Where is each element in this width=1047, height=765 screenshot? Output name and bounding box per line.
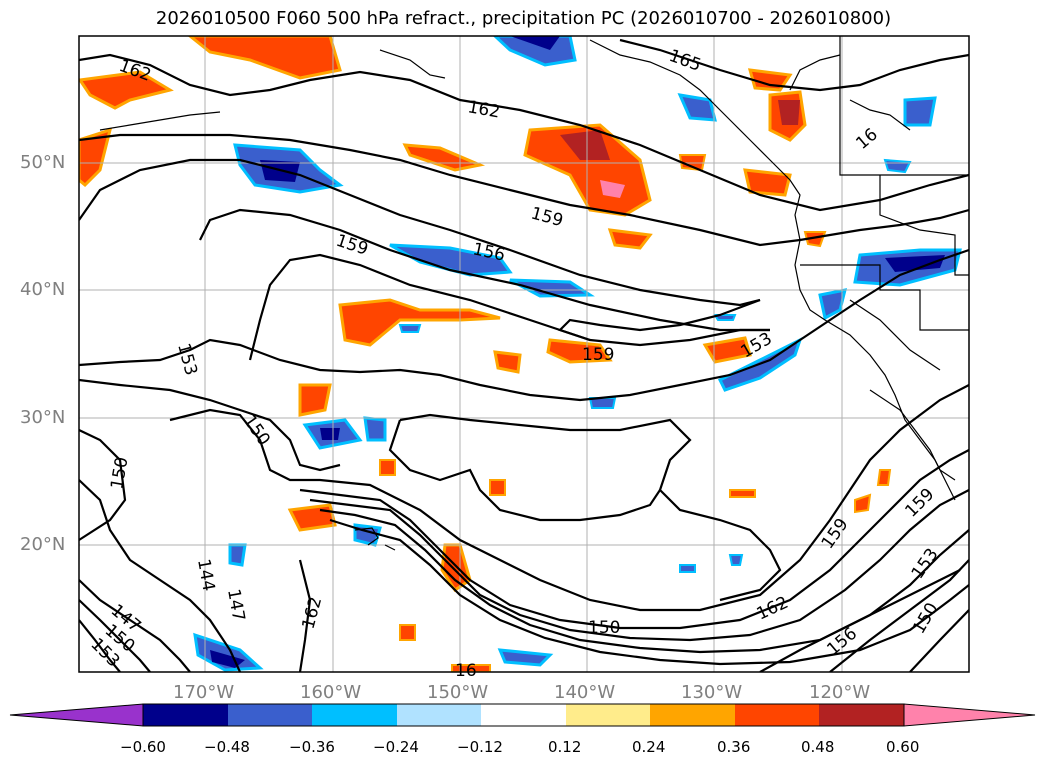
- contour-label: 159: [582, 345, 614, 365]
- colorbar-tick-label: −0.36: [289, 738, 335, 756]
- graticule: [79, 36, 969, 672]
- colorbar-segment: [397, 704, 481, 726]
- colorbar-tick-label: 0.24: [632, 738, 666, 756]
- map-background: [79, 36, 969, 672]
- lon-label: 130°W: [681, 682, 743, 703]
- lat-label: 40°N: [20, 279, 66, 300]
- lat-label: 20°N: [20, 534, 66, 555]
- colorbar-segment: [481, 704, 566, 726]
- contour-label: 150: [588, 618, 620, 638]
- colorbar-extend-high: [903, 703, 1036, 727]
- colorbar-tick-label: 0.12: [548, 738, 582, 756]
- colorbar-segment: [566, 704, 650, 726]
- colorbar-tick-label: 0.48: [801, 738, 835, 756]
- colorbar-segment: [312, 704, 397, 726]
- lon-label: 140°W: [554, 682, 616, 703]
- colorbar-tick-label: −0.48: [204, 738, 250, 756]
- colorbar-segment: [819, 704, 904, 726]
- refractivity-contours: [79, 38, 969, 672]
- colorbar-tick-label: −0.60: [120, 738, 166, 756]
- contour-label: 16: [455, 661, 477, 681]
- lon-label: 120°W: [809, 682, 871, 703]
- colorbar-segment: [735, 704, 819, 726]
- map-title: 2026010500 F060 500 hPa refract., precip…: [155, 8, 892, 29]
- colorbar-tick-label: 0.36: [717, 738, 751, 756]
- colorbar-segment: [143, 704, 228, 726]
- colorbar: [9, 703, 1036, 727]
- colorbar-extend-low: [9, 703, 144, 727]
- lat-label: 30°N: [20, 407, 66, 428]
- map-frame: [78, 35, 970, 673]
- lon-label: 170°W: [173, 682, 235, 703]
- lon-label: 150°W: [427, 682, 489, 703]
- colorbar-outline: [142, 703, 905, 727]
- lat-label: 50°N: [20, 152, 66, 173]
- lon-label: 160°W: [300, 682, 362, 703]
- colorbar-tick-label: −0.12: [457, 738, 503, 756]
- colorbar-segment: [228, 704, 312, 726]
- colorbar-tick-label: 0.60: [886, 738, 920, 756]
- coastlines: [99, 36, 969, 551]
- colorbar-segment: [650, 704, 735, 726]
- colorbar-tick-label: −0.24: [373, 738, 419, 756]
